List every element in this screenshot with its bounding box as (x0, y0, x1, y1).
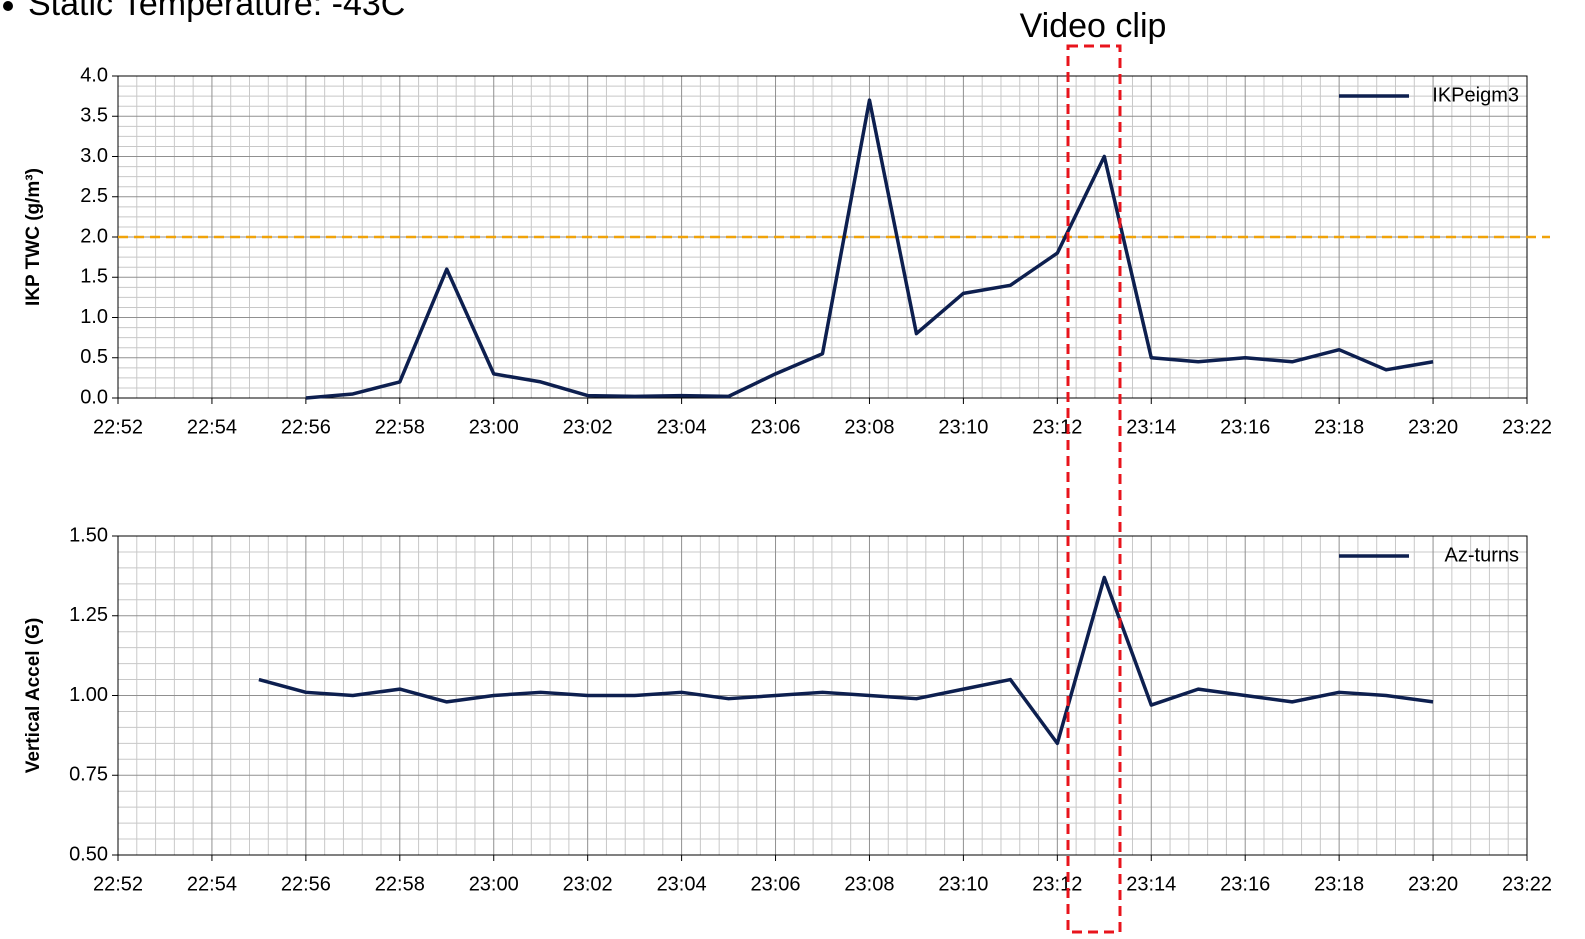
x-tick-label: 22:52 (93, 873, 143, 895)
x-tick-label: 23:06 (751, 416, 801, 438)
x-tick-label: 22:52 (93, 416, 143, 438)
x-tick-label: 23:00 (469, 873, 519, 895)
y-tick-label: 0.50 (69, 843, 108, 865)
y-tick-label: 4.0 (80, 64, 108, 86)
y-tick-label: 3.0 (80, 145, 108, 167)
y-axis-title: Vertical Accel (G) (23, 618, 44, 774)
y-tick-label: 1.0 (80, 306, 108, 328)
annotation-label: Video clip (1020, 7, 1167, 45)
legend-label: Az-turns (1445, 544, 1519, 566)
x-tick-label: 22:58 (375, 416, 425, 438)
y-tick-label: 0.75 (69, 764, 108, 786)
x-tick-label: 23:02 (563, 416, 613, 438)
bullet (3, 1, 13, 11)
x-tick-label: 23:08 (844, 873, 894, 895)
x-tick-label: 23:00 (469, 416, 519, 438)
y-tick-label: 2.5 (80, 185, 108, 207)
data-line (305, 98, 1434, 400)
x-tick-label: 23:16 (1220, 416, 1270, 438)
y-tick-label: 0.5 (80, 346, 108, 368)
plot-frame (117, 535, 1528, 856)
x-tick-label: 23:06 (751, 873, 801, 895)
x-tick-label: 23:22 (1502, 416, 1552, 438)
x-tick-label: 23:20 (1408, 873, 1458, 895)
x-tick-label: 23:08 (844, 416, 894, 438)
x-tick-label: 23:12 (1032, 416, 1082, 438)
x-tick-label: 22:54 (187, 416, 237, 438)
x-tick-label: 23:20 (1408, 416, 1458, 438)
x-tick-label: 23:02 (563, 873, 613, 895)
x-tick-label: 23:10 (938, 416, 988, 438)
y-tick-label: 1.25 (69, 604, 108, 626)
x-tick-label: 23:04 (657, 873, 707, 895)
x-tick-label: 22:56 (281, 416, 331, 438)
y-axis-title: IKP TWC (g/m³) (23, 168, 44, 306)
x-tick-label: 23:10 (938, 873, 988, 895)
x-tick-label: 22:54 (187, 873, 237, 895)
video-clip-box (1066, 44, 1122, 934)
x-tick-label: 23:18 (1314, 873, 1364, 895)
legend-label: IKPeigm3 (1432, 84, 1519, 106)
x-tick-label: 23:04 (657, 416, 707, 438)
x-tick-label: 23:16 (1220, 873, 1270, 895)
y-tick-label: 3.5 (80, 105, 108, 127)
heading: Static Temperature: -43C (28, 0, 405, 23)
x-tick-label: 22:56 (281, 873, 331, 895)
y-tick-label: 0.0 (80, 386, 108, 408)
x-tick-label: 23:22 (1502, 873, 1552, 895)
x-tick-label: 23:18 (1314, 416, 1364, 438)
data-line (258, 575, 1434, 746)
x-tick-label: 22:58 (375, 873, 425, 895)
x-tick-label: 23:14 (1126, 416, 1176, 438)
y-tick-label: 1.00 (69, 684, 108, 706)
y-tick-label: 1.5 (80, 266, 108, 288)
y-tick-label: 2.0 (80, 225, 108, 247)
x-tick-label: 23:14 (1126, 873, 1176, 895)
x-tick-label: 23:12 (1032, 873, 1082, 895)
y-tick-label: 1.50 (69, 524, 108, 546)
